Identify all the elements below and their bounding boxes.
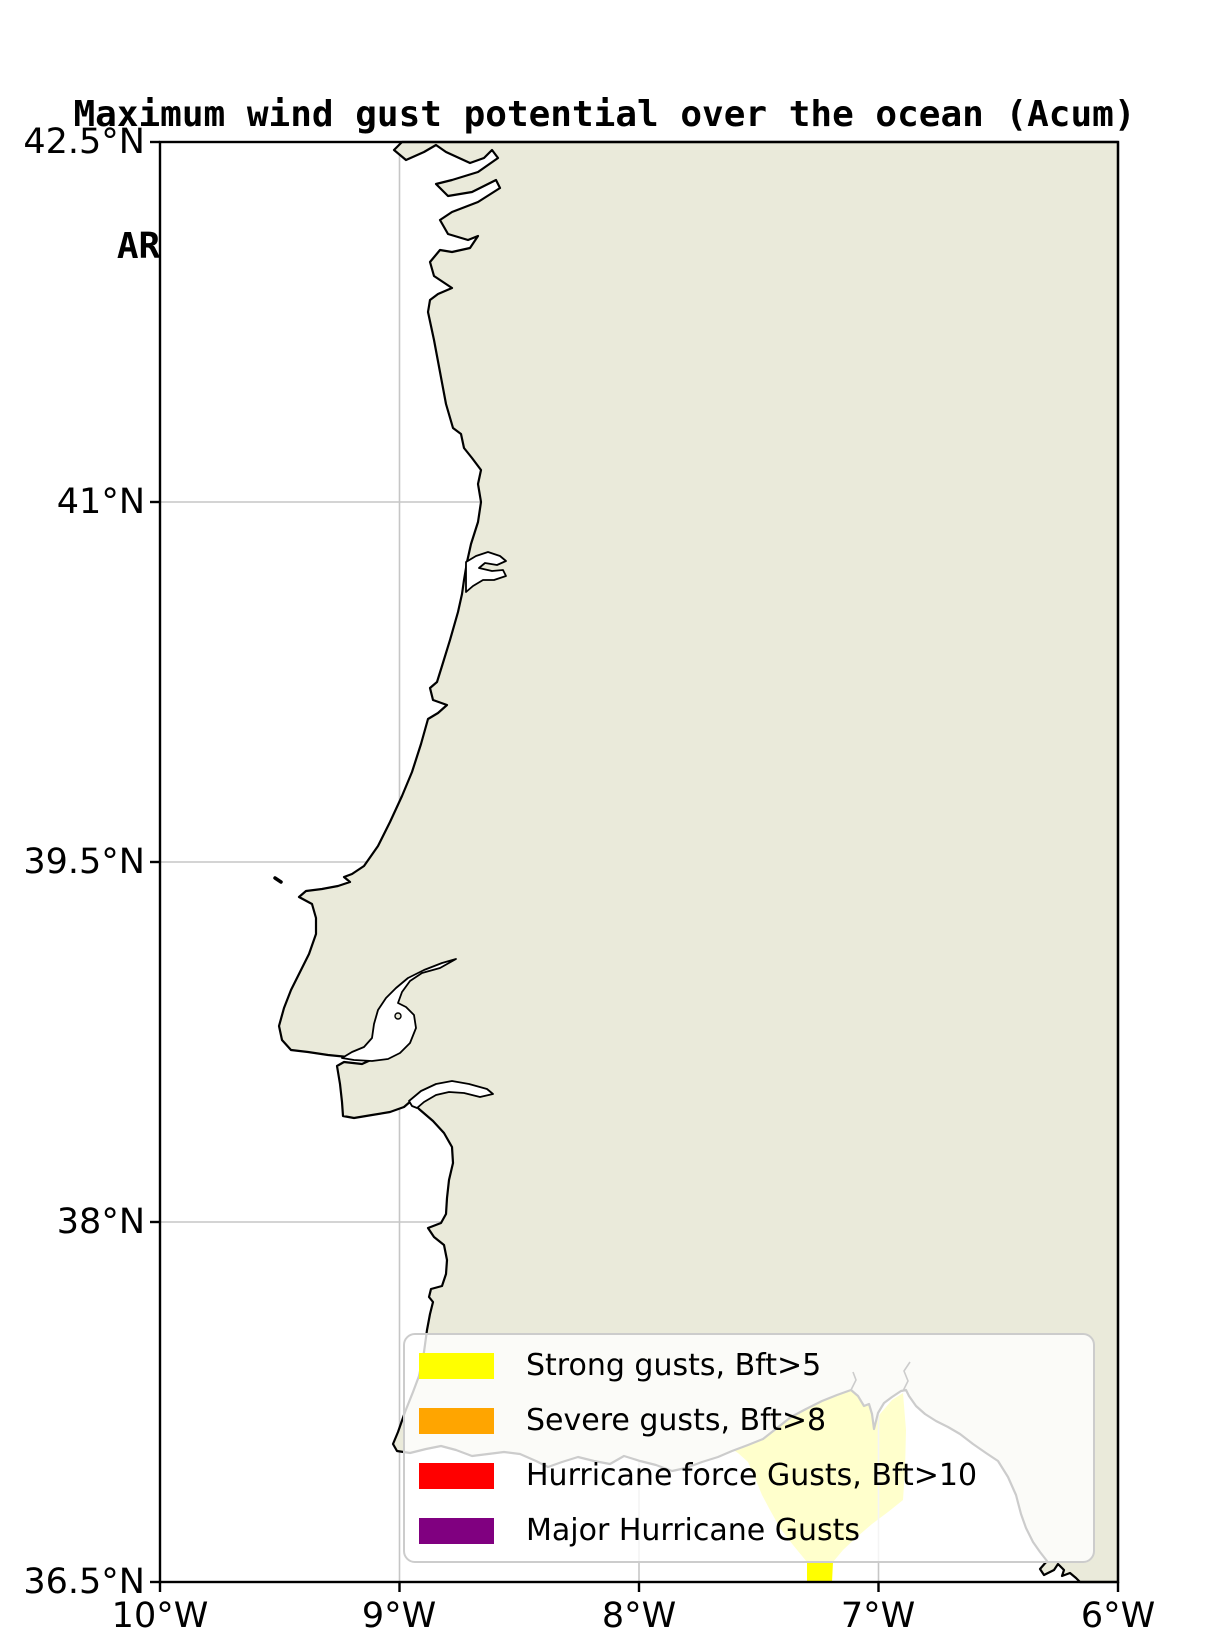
ytick-label-38n: 38°N <box>56 1202 145 1242</box>
ytick-label-39-5n: 39.5°N <box>23 842 145 882</box>
aveiro-lagoon <box>465 551 507 593</box>
tagus-islet <box>394 1012 402 1020</box>
xtick-label-10w: 10°W <box>111 1596 209 1636</box>
axis-ticks <box>150 140 1120 1592</box>
ytick-label-36-5n: 36.5°N <box>23 1562 145 1602</box>
legend-item-severe-gusts: Severe gusts, Bft>8 <box>419 1402 1093 1438</box>
legend-box: Strong gusts, Bft>5 Severe gusts, Bft>8 … <box>403 1333 1095 1563</box>
legend-swatch-severe-gusts <box>419 1407 494 1434</box>
legend-item-hurricane-gusts: Hurricane force Gusts, Bft>10 <box>419 1457 1093 1493</box>
legend-label-strong-gusts: Strong gusts, Bft>5 <box>526 1347 822 1383</box>
legend-item-strong-gusts: Strong gusts, Bft>5 <box>419 1347 1093 1383</box>
ytick-label-42-5n: 42.5°N <box>23 122 145 162</box>
berlengas-islet <box>273 876 283 884</box>
legend-label-major-hurricane-gusts: Major Hurricane Gusts <box>526 1512 861 1548</box>
legend-label-hurricane-gusts: Hurricane force Gusts, Bft>10 <box>526 1457 978 1493</box>
legend-swatch-major-hurricane-gusts <box>419 1517 494 1544</box>
xtick-label-8w: 8°W <box>601 1596 677 1636</box>
legend-swatch-hurricane-gusts <box>419 1462 494 1489</box>
xtick-label-6w: 6°W <box>1080 1596 1156 1636</box>
legend-swatch-strong-gusts <box>419 1352 494 1379</box>
xtick-label-9w: 9°W <box>361 1596 437 1636</box>
chart-title-line1: Maximum wind gust potential over the oce… <box>73 94 1136 135</box>
ytick-label-41n: 41°N <box>56 482 145 522</box>
sado-estuary <box>408 1080 494 1109</box>
legend-label-severe-gusts: Severe gusts, Bft>8 <box>526 1402 827 1438</box>
legend-item-major-hurricane-gusts: Major Hurricane Gusts <box>419 1512 1093 1548</box>
tagus-estuary <box>341 958 457 1062</box>
xtick-label-7w: 7°W <box>840 1596 916 1636</box>
